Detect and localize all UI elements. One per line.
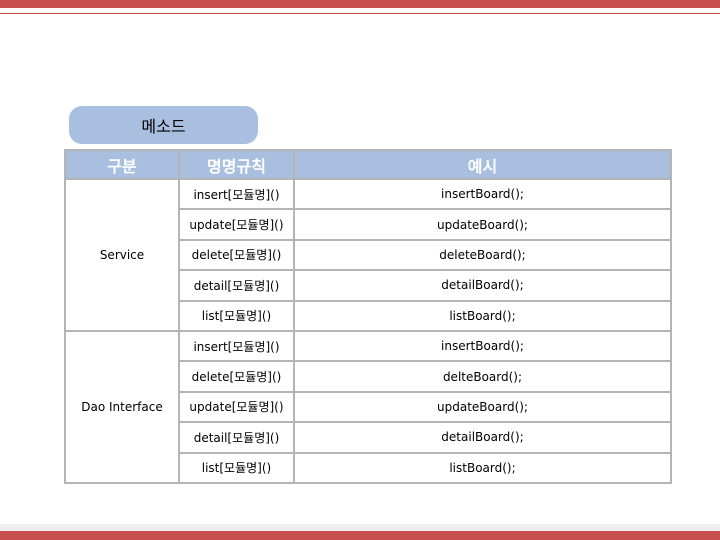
naming-rule-cell: detail[모듈명]() <box>178 269 295 302</box>
naming-rule-cell: list[모듈명]() <box>178 451 295 485</box>
naming-rules-table: 구분 명명규칙 예시 Service insert[모듈명]() insertB… <box>64 149 672 485</box>
table-row: delete[모듈명]() delteBoard(); <box>65 360 672 393</box>
naming-rule-cell: insert[모듈명]() <box>178 329 295 363</box>
table-header-row: 구분 명명규칙 예시 <box>64 149 672 180</box>
example-cell: detailBoard(); <box>293 421 672 454</box>
section-title-badge: 메소드 <box>69 106 258 144</box>
bottom-shadow-band <box>0 524 720 531</box>
bottom-accent-bar <box>0 531 720 540</box>
category-cell-service: Service <box>64 178 180 332</box>
example-cell: listBoard(); <box>293 451 672 485</box>
example-cell: deleteBoard(); <box>293 238 672 272</box>
naming-rule-cell: detail[모듈명]() <box>178 421 295 454</box>
example-cell: insertBoard(); <box>293 177 672 211</box>
naming-rule-cell: delete[모듈명]() <box>178 238 295 272</box>
top-accent-bar <box>0 0 720 8</box>
table-row: Service insert[모듈명]() insertBoard(); <box>64 177 672 332</box>
top-accent-line <box>0 13 720 14</box>
naming-rule-cell: update[모듈명]() <box>178 390 295 424</box>
header-naming-rule: 명명규칙 <box>178 149 295 180</box>
example-cell: delteBoard(); <box>293 360 672 393</box>
table-row: update[모듈명]() updateBoard(); <box>65 208 672 241</box>
example-cell: updateBoard(); <box>293 390 672 424</box>
table-row: update[모듈명]() updateBoard(); <box>65 390 672 424</box>
example-cell: listBoard(); <box>293 299 672 332</box>
example-cell: insertBoard(); <box>293 329 672 363</box>
table-row: list[모듈명]() listBoard(); <box>65 451 672 485</box>
table-row: detail[모듈명]() detailBoard(); <box>65 421 672 454</box>
example-cell: detailBoard(); <box>293 269 672 302</box>
table-row: Dao Interface insert[모듈명]() insertBoard(… <box>64 329 672 485</box>
naming-rule-cell: insert[모듈명]() <box>178 177 295 211</box>
table-row: detail[모듈명]() detailBoard(); <box>65 269 672 302</box>
naming-rule-cell: list[모듈명]() <box>178 299 295 332</box>
table-row: delete[모듈명]() deleteBoard(); <box>65 238 672 272</box>
naming-rule-cell: delete[모듈명]() <box>178 360 295 393</box>
category-cell-dao-interface: Dao Interface <box>64 329 180 485</box>
section-title: 메소드 <box>141 117 186 136</box>
table-row: list[모듈명]() listBoard(); <box>65 299 672 332</box>
header-category: 구분 <box>64 149 180 180</box>
example-cell: updateBoard(); <box>293 208 672 241</box>
naming-rule-cell: update[모듈명]() <box>178 208 295 241</box>
header-example: 예시 <box>293 149 672 180</box>
